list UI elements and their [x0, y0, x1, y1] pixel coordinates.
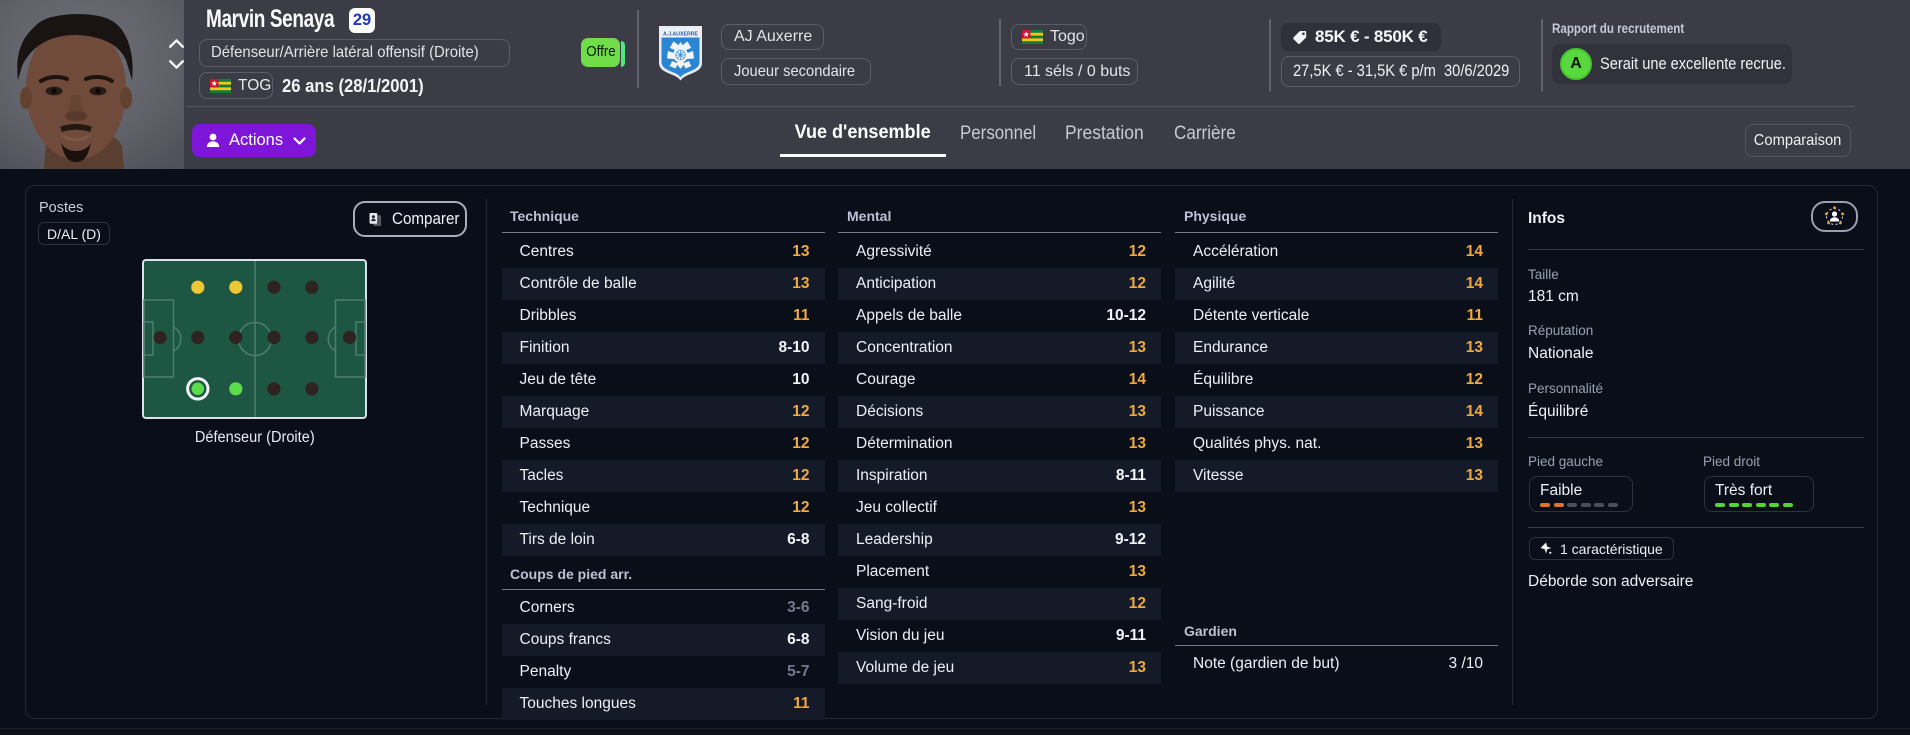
svg-text:A.J.AUXERRE: A.J.AUXERRE: [663, 32, 698, 38]
